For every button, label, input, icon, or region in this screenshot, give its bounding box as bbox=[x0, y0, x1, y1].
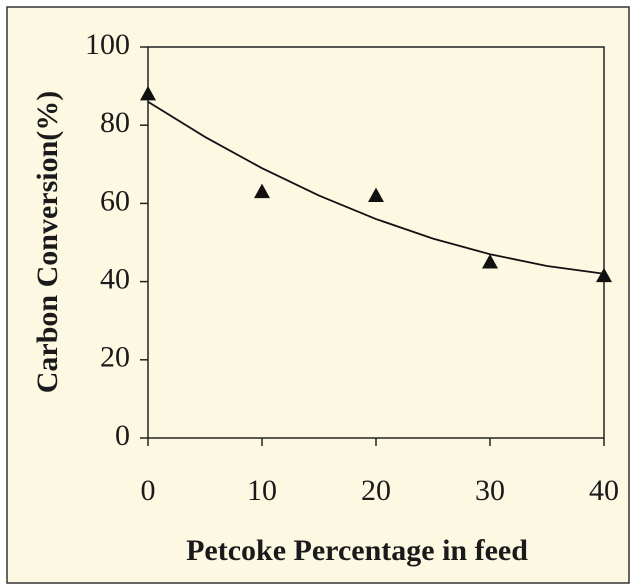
marker bbox=[482, 254, 498, 269]
x-tick-label: 0 bbox=[141, 474, 156, 507]
x-axis-label: Petcoke Percentage in feed bbox=[186, 534, 528, 567]
y-tick-label: 100 bbox=[85, 28, 130, 61]
marker bbox=[596, 267, 612, 283]
y-tick-label: 60 bbox=[100, 184, 130, 217]
background bbox=[6, 6, 630, 584]
y-tick-label: 0 bbox=[115, 419, 130, 452]
x-tick-label: 30 bbox=[475, 474, 505, 507]
marker bbox=[140, 85, 156, 101]
y-axis-label: Carbon Conversion(%) bbox=[31, 91, 64, 394]
y-tick-label: 40 bbox=[100, 262, 130, 295]
y-tick-label: 20 bbox=[100, 341, 130, 374]
trend-line bbox=[147, 100, 605, 275]
x-tick-label: 40 bbox=[589, 474, 619, 507]
marker bbox=[368, 187, 384, 202]
y-tick-label: 80 bbox=[100, 106, 130, 139]
x-tick-label: 20 bbox=[361, 474, 391, 507]
x-tick-label: 10 bbox=[247, 474, 277, 507]
marker bbox=[254, 183, 270, 199]
